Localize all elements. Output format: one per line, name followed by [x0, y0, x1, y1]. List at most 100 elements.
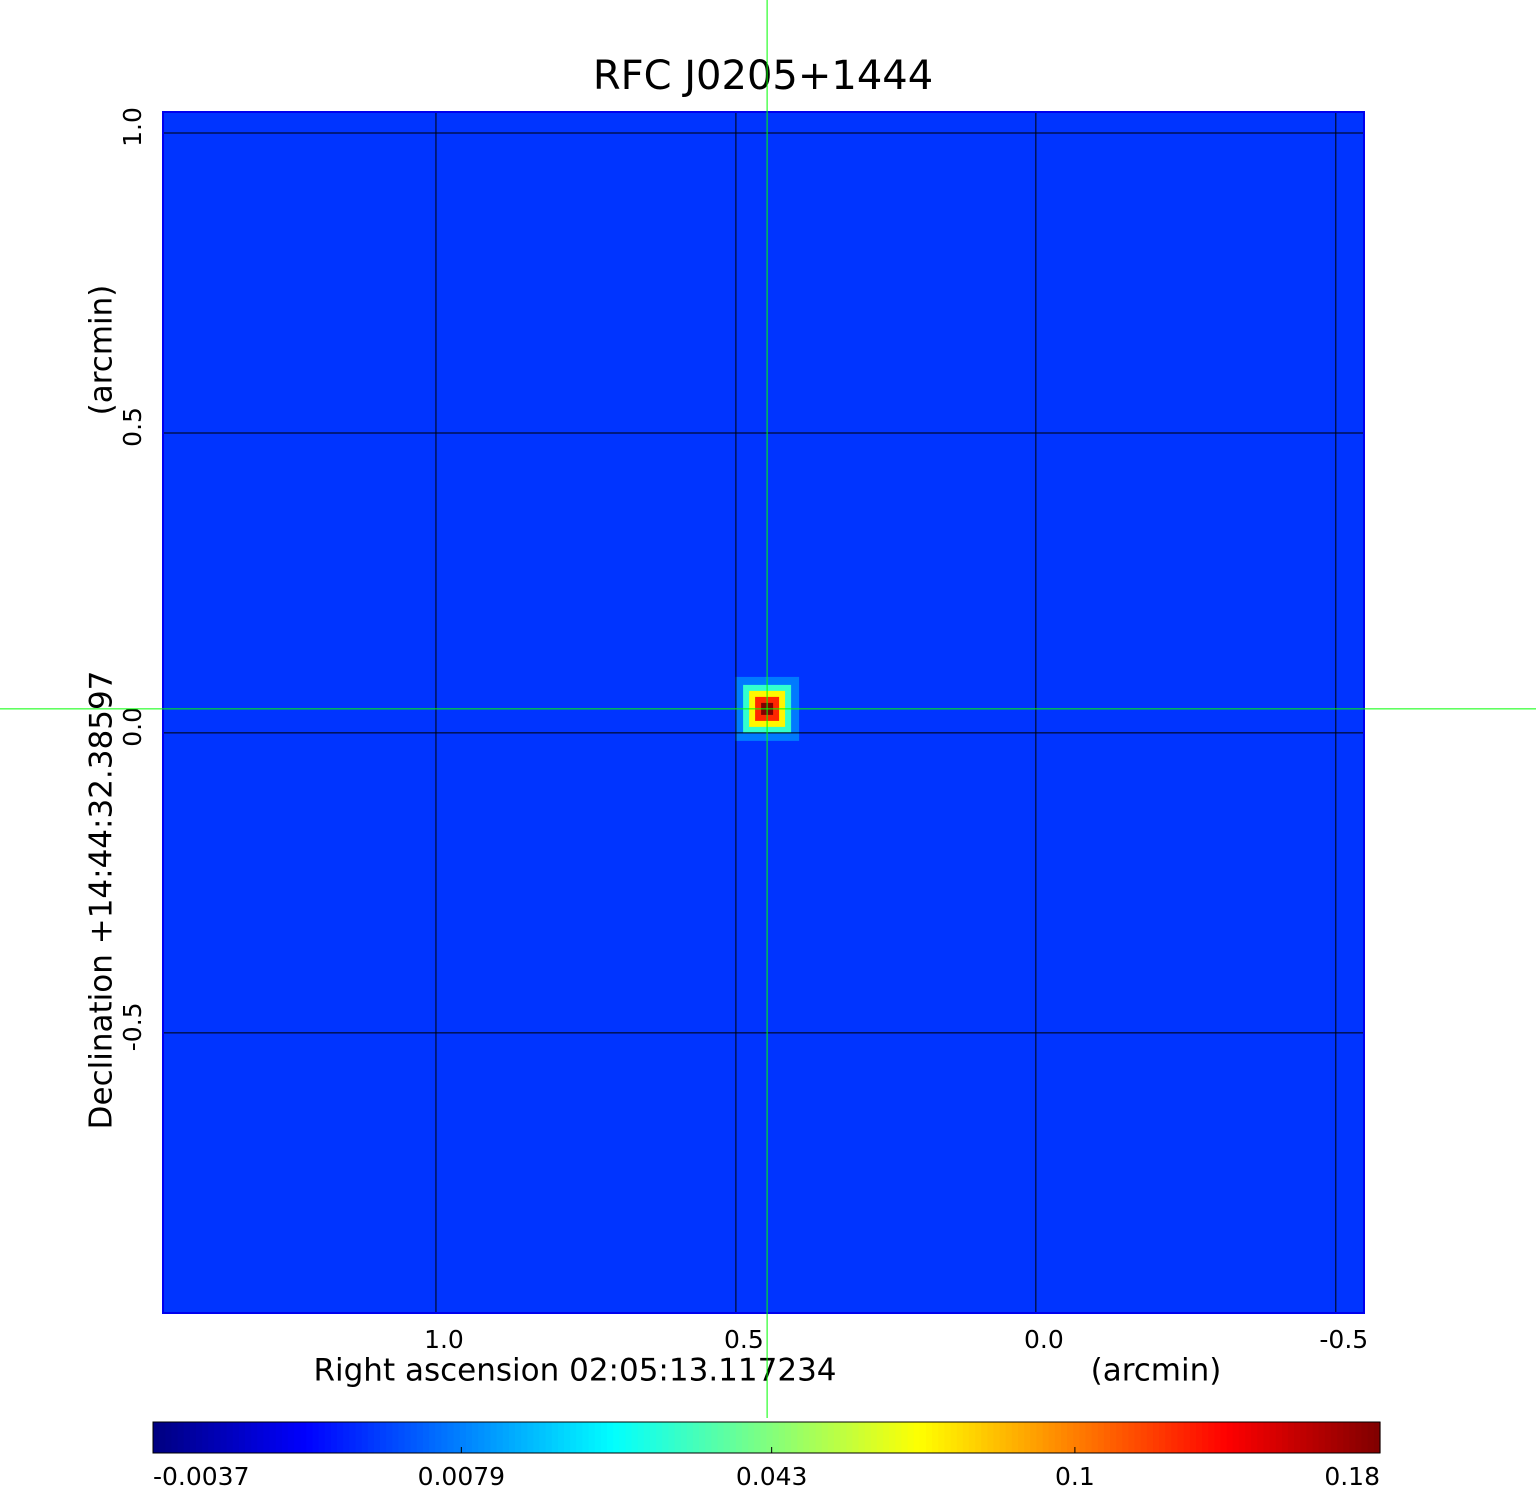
x-tick-label: 1.0: [424, 1325, 464, 1354]
x-axis-unit: (arcmin): [1091, 1353, 1222, 1389]
colorbar-segment: [637, 1422, 645, 1453]
colorbar-segment: [999, 1422, 1007, 1453]
colorbar-segment: [1275, 1422, 1283, 1453]
colorbar-segment: [778, 1422, 786, 1453]
colorbar-segment: [1011, 1422, 1019, 1453]
colorbar-segment: [1220, 1422, 1228, 1453]
colorbar-segment: [465, 1422, 473, 1453]
colorbar-segment: [1060, 1422, 1068, 1453]
colorbar-segment: [1134, 1422, 1142, 1453]
colorbar-segment: [1030, 1422, 1038, 1453]
colorbar-segment: [723, 1422, 731, 1453]
colorbar-segment: [514, 1422, 522, 1453]
colorbar-segment: [815, 1422, 823, 1453]
colorbar-segment: [1202, 1422, 1209, 1453]
colorbar-segment: [600, 1422, 608, 1453]
colorbar-segment: [232, 1422, 240, 1453]
colorbar-segment: [975, 1422, 982, 1453]
colorbar-segment: [564, 1422, 571, 1453]
colorbar-segment: [171, 1422, 179, 1453]
colorbar-segment: [938, 1422, 946, 1453]
colorbar-segment: [1263, 1422, 1271, 1453]
colorbar-segment: [1165, 1422, 1173, 1453]
colorbar-segment: [1245, 1422, 1252, 1453]
colorbar-segment: [416, 1422, 424, 1453]
colorbar-segment: [876, 1422, 884, 1453]
colorbar-segment: [901, 1422, 909, 1453]
colorbar-segment: [1018, 1422, 1025, 1453]
colorbar-segment: [919, 1422, 927, 1453]
y-axis-unit: (arcmin): [84, 285, 120, 416]
colorbar-segment: [1159, 1422, 1166, 1453]
colorbar-segment: [1251, 1422, 1258, 1453]
colorbar-segment: [649, 1422, 657, 1453]
colorbar-segment: [337, 1422, 344, 1453]
colorbar-segment: [1085, 1422, 1093, 1453]
colorbar-segment: [1024, 1422, 1031, 1453]
y-tick-label: 1.0: [118, 107, 147, 147]
colorbar-segment: [1091, 1422, 1099, 1453]
colorbar: [153, 1422, 1381, 1453]
colorbar-segment: [1281, 1422, 1289, 1453]
y-tick-label: 0.5: [118, 407, 147, 447]
colorbar-segment: [791, 1422, 798, 1453]
colorbar-segment: [245, 1422, 252, 1453]
colorbar-segment: [1330, 1422, 1338, 1453]
colorbar-segment: [453, 1422, 461, 1453]
x-axis-label: Right ascension 02:05:13.117234: [313, 1353, 836, 1389]
colorbar-segment: [1146, 1422, 1154, 1453]
colorbar-segment: [1189, 1422, 1197, 1453]
y-axis-label: Declination +14:44:32.38597: [84, 671, 120, 1130]
colorbar-segment: [398, 1422, 406, 1453]
colorbar-segment: [275, 1422, 283, 1453]
colorbar-segment: [183, 1422, 191, 1453]
colorbar-segment: [576, 1422, 584, 1453]
colorbar-segment: [754, 1422, 761, 1453]
colorbar-segment: [1153, 1422, 1160, 1453]
colorbar-segment: [1232, 1422, 1240, 1453]
colorbar-segment: [208, 1422, 215, 1453]
colorbar-segment: [735, 1422, 743, 1453]
colorbar-segment: [809, 1422, 817, 1453]
colorbar-segment: [312, 1422, 320, 1453]
colorbar-segment: [379, 1422, 387, 1453]
colorbar-segment: [1073, 1422, 1080, 1453]
colorbar-segment: [1122, 1422, 1130, 1453]
colorbar-frame: [152, 1421, 1381, 1454]
colorbar-segment: [748, 1422, 755, 1453]
colorbar-segment: [1287, 1422, 1295, 1453]
colorbar-segment: [840, 1422, 847, 1453]
colorbar-segment: [1067, 1422, 1074, 1453]
colorbar-segment: [472, 1422, 479, 1453]
colorbar-segment: [361, 1422, 369, 1453]
colorbar-segment: [981, 1422, 988, 1453]
colorbar-segment: [692, 1422, 700, 1453]
colorbar-segment: [1195, 1422, 1203, 1453]
colorbar-segment: [1318, 1422, 1326, 1453]
colorbar-segment: [993, 1422, 1001, 1453]
colorbar-segment: [1054, 1422, 1062, 1453]
colorbar-segment: [864, 1422, 872, 1453]
colorbar-segment: [625, 1422, 633, 1453]
colorbar-segment: [435, 1422, 442, 1453]
colorbar-segment: [932, 1422, 939, 1453]
colorbar-segment: [1171, 1422, 1179, 1453]
colorbar-segment: [1116, 1422, 1123, 1453]
colorbar-segment: [1177, 1422, 1185, 1453]
colorbar-segment: [766, 1422, 774, 1453]
colorbar-segment: [926, 1422, 933, 1453]
colorbar-segment: [459, 1422, 467, 1453]
colorbar-segment: [772, 1422, 780, 1453]
colorbar-segment: [1294, 1422, 1301, 1453]
colorbar-segment: [343, 1422, 350, 1453]
colorbar-segment: [1306, 1422, 1314, 1453]
colorbar-segment: [1226, 1422, 1234, 1453]
colorbar-segment: [827, 1422, 835, 1453]
colorbar-segment: [508, 1422, 516, 1453]
colorbar-segment: [1208, 1422, 1215, 1453]
colorbar-segment: [821, 1422, 829, 1453]
colorbar-segment: [962, 1422, 970, 1453]
colorbar-segment: [1300, 1422, 1307, 1453]
